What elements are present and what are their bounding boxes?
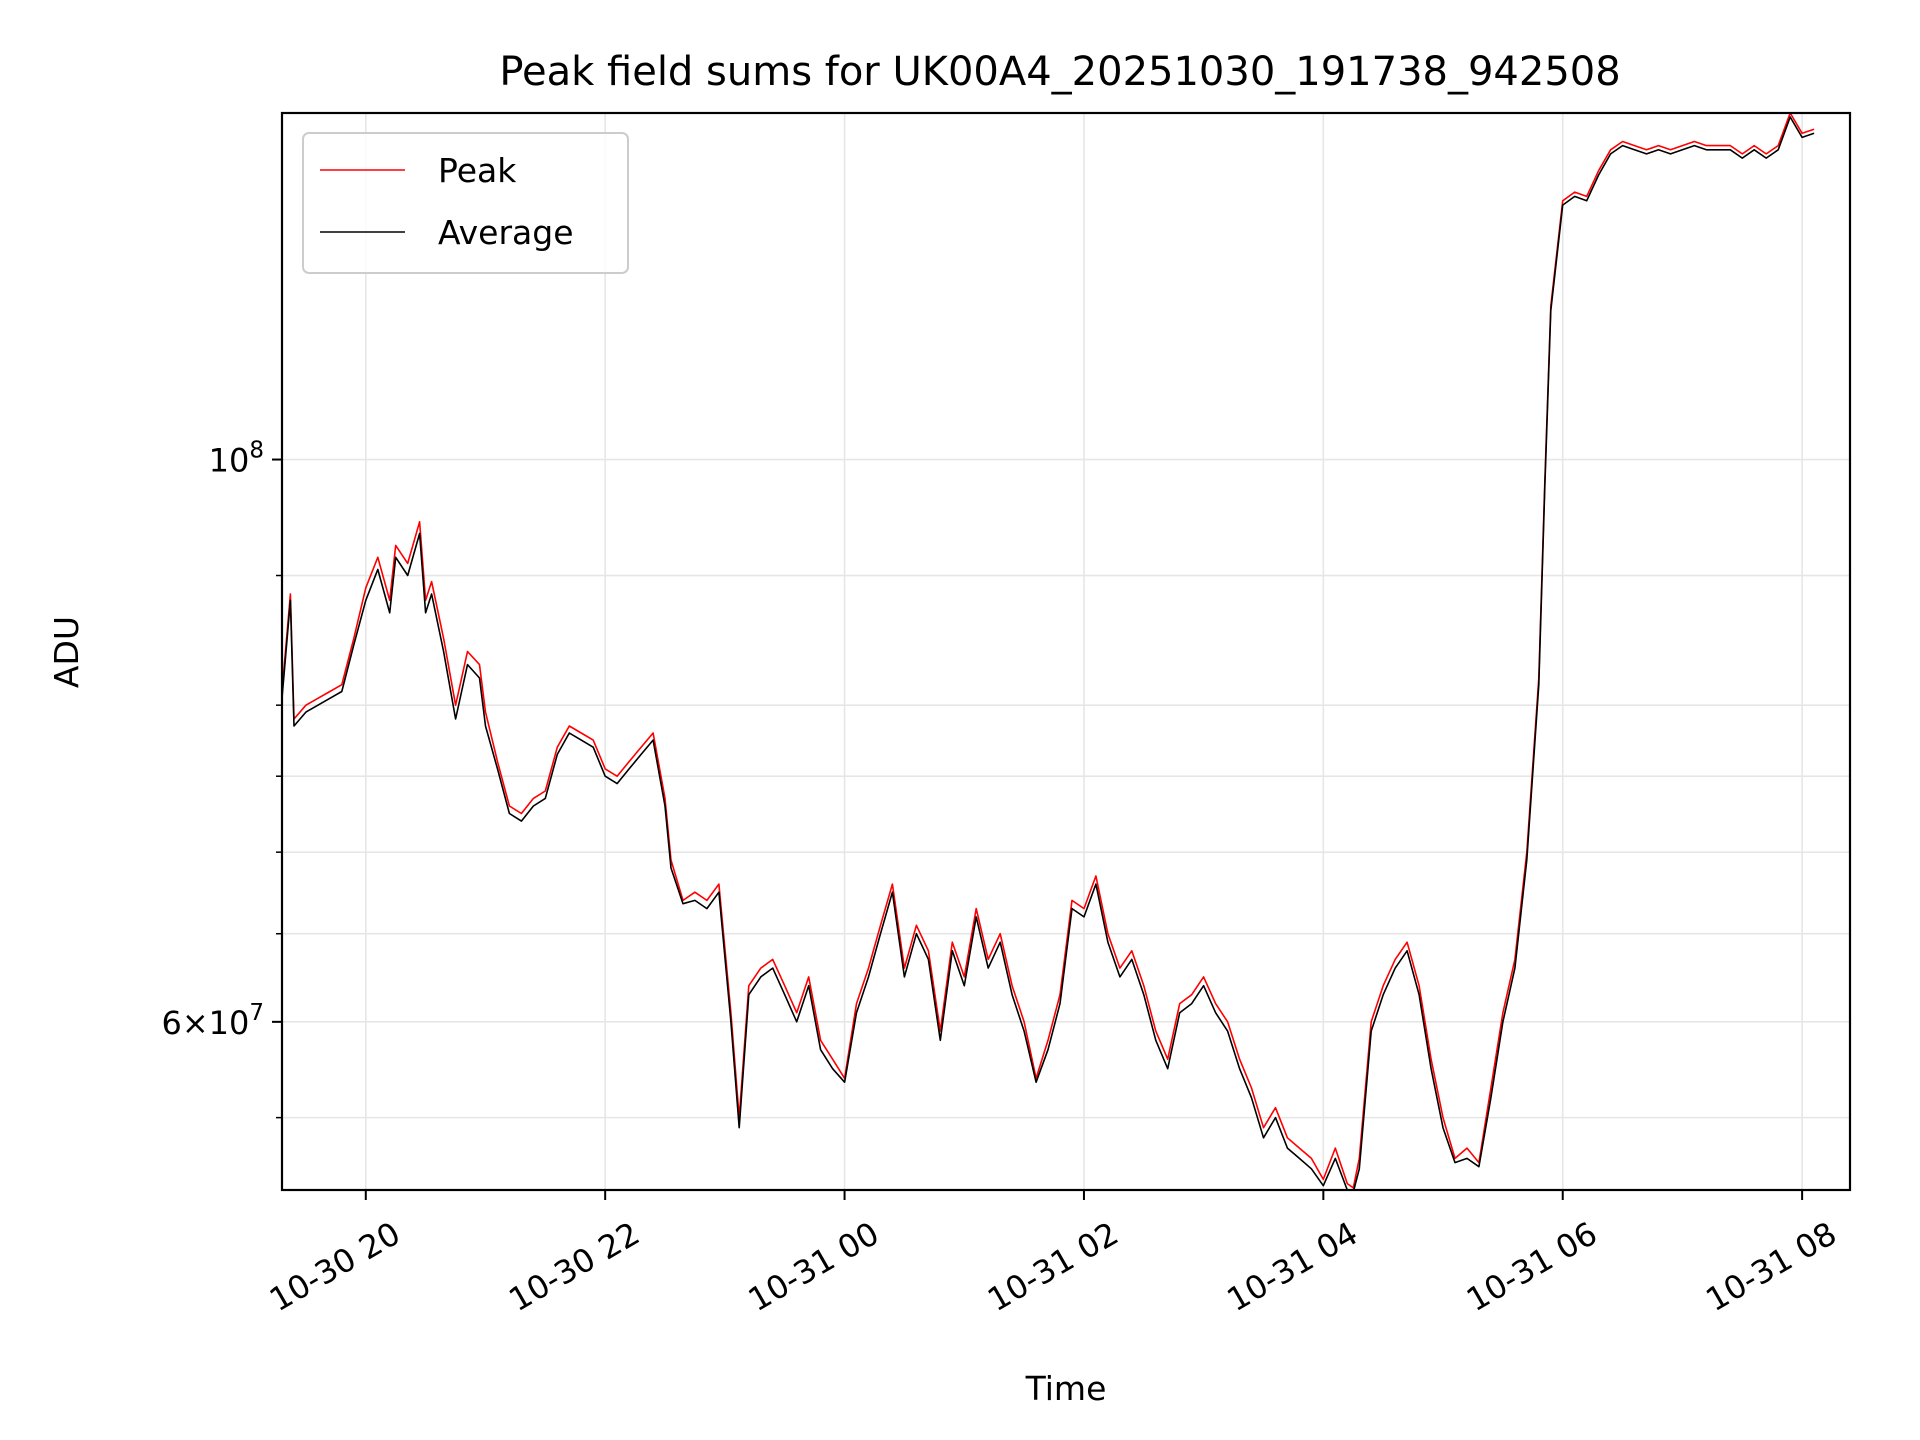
legend-box	[302, 132, 629, 274]
y-tick-label: 6×107	[161, 1000, 264, 1042]
chart-title: Peak field sums for UK00A4_20251030_1917…	[499, 49, 1620, 95]
x-axis-label: Time	[1025, 1369, 1107, 1408]
legend-peak-label: Peak	[438, 151, 517, 190]
series-layer	[282, 113, 1815, 1190]
grid-lines	[282, 113, 1850, 1190]
legend: Peak Average	[302, 132, 629, 274]
y-axis-label: ADU	[47, 616, 86, 688]
legend-average-label: Average	[438, 213, 574, 252]
axes-frame	[280, 111, 1852, 1192]
y-tick-label: 108	[209, 438, 264, 480]
series-line-average	[282, 116, 1815, 1190]
